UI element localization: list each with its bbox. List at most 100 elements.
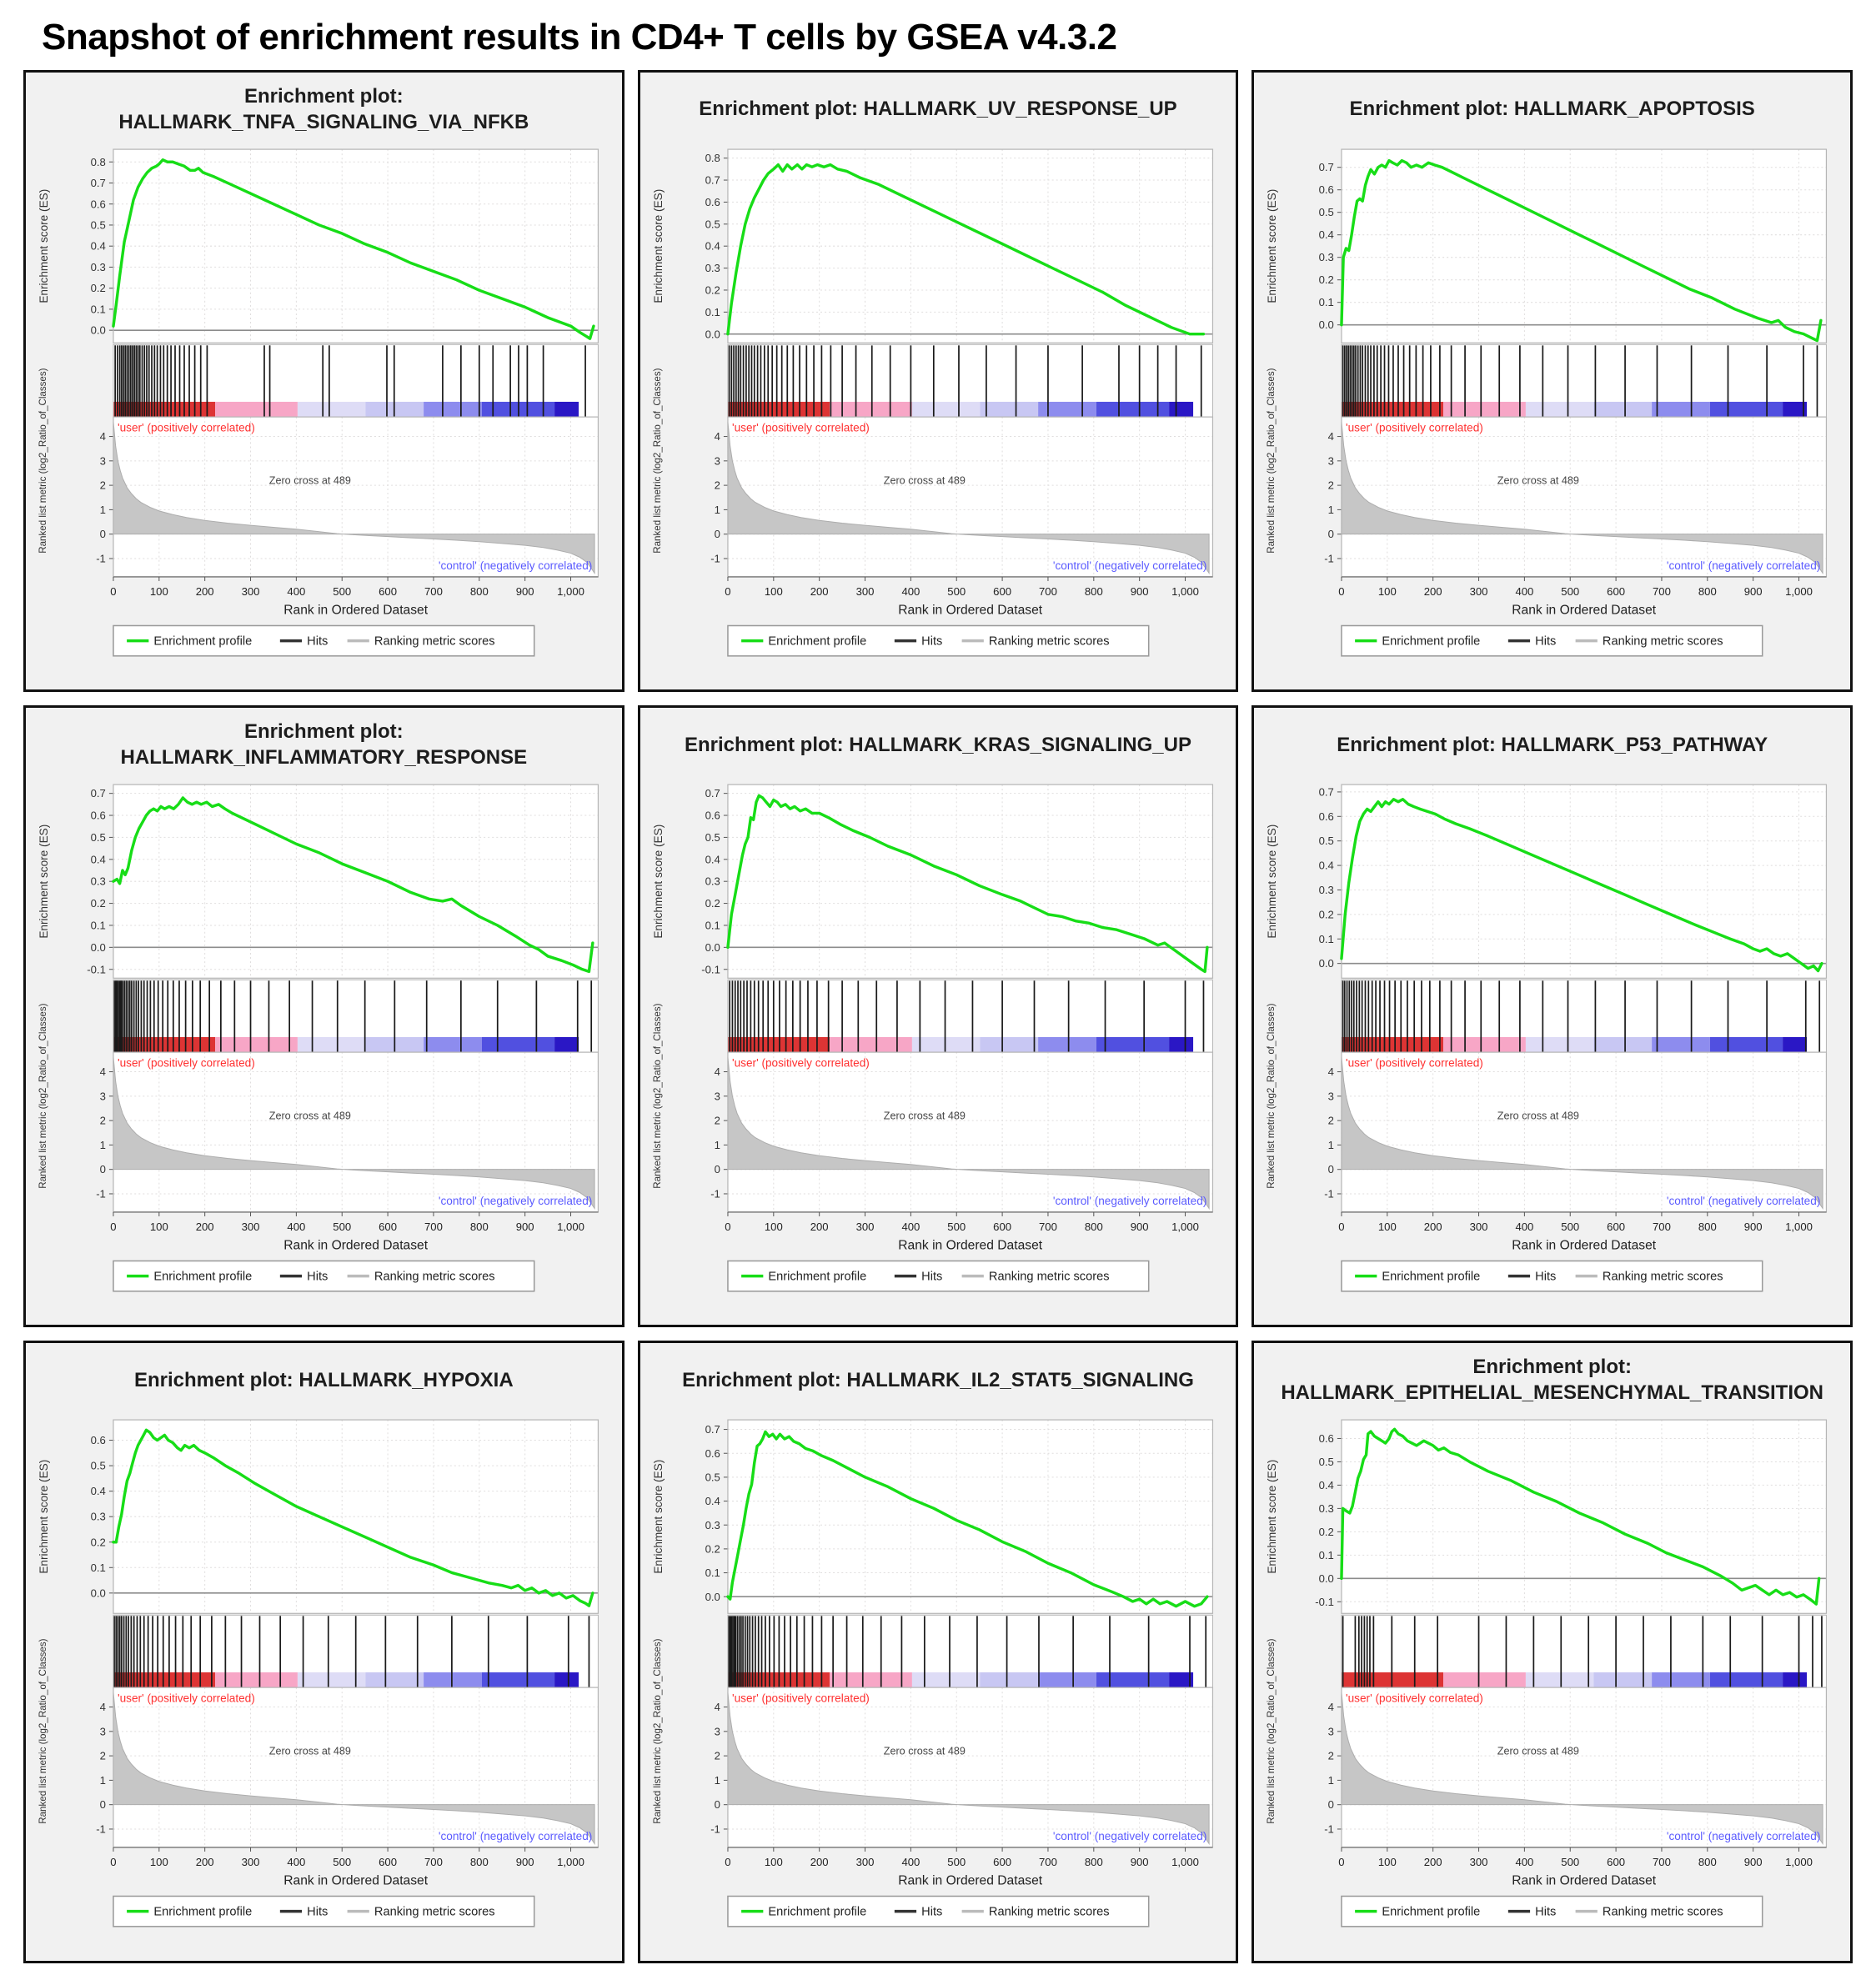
panel-title: Enrichment plot: HALLMARK_TNFA_SIGNALING_… (29, 78, 619, 141)
negatively-correlated-label: 'control' (negatively correlated) (1053, 1830, 1206, 1842)
positively-correlated-label: 'user' (positively correlated) (1346, 1056, 1483, 1069)
legend-label-2: Hits (921, 1271, 942, 1284)
metric-axis-ticks: 4 3 2 1 0 -1 (710, 1701, 728, 1836)
svg-text:400: 400 (287, 1221, 305, 1233)
positively-correlated-label: 'user' (positively correlated) (732, 1056, 870, 1069)
svg-text:400: 400 (1516, 585, 1534, 598)
legend: Enrichment profile Hits Ranking metric sco… (726, 1260, 1150, 1292)
svg-text:0: 0 (1328, 528, 1334, 540)
negatively-correlated-label: 'control' (negatively correlated) (1053, 1195, 1206, 1207)
svg-text:-0.1: -0.1 (701, 963, 720, 975)
svg-text:0: 0 (714, 528, 720, 540)
hits-group (727, 1616, 1206, 1688)
legend: Enrichment profile Hits Ranking metric sco… (1341, 1260, 1763, 1292)
svg-text:200: 200 (196, 1856, 214, 1868)
svg-text:500: 500 (947, 585, 966, 598)
svg-text:0.5: 0.5 (91, 1460, 106, 1472)
es-axis-ticks: 0.7 0.6 0.5 0.4 0.3 0.2 0.1 0.0 -0.1 (701, 787, 728, 975)
svg-text:0.4: 0.4 (705, 240, 720, 253)
panel-title: Enrichment plot: HALLMARK_INFLAMMATORY_RE… (29, 713, 619, 776)
x-axis-label: Rank in Ordered Dataset (283, 1239, 428, 1253)
es-pane-frame (727, 1419, 1213, 1615)
es-axis-label: Enrichment score (ES) (38, 189, 50, 303)
svg-text:100: 100 (765, 1856, 783, 1868)
svg-text:1: 1 (100, 1774, 106, 1787)
zero-cross-label: Zero cross at 489 (883, 1110, 965, 1122)
metric-pane-bg (113, 417, 599, 577)
metric-pane-bg (113, 1052, 599, 1213)
svg-text:900: 900 (1744, 585, 1763, 598)
x-axis: 0 100 200 300 400 500 600 700 800 900 1,000 (725, 1211, 1213, 1233)
es-axis-ticks: 0.8 0.7 0.6 0.5 0.4 0.3 0.2 0.1 0.0 (91, 156, 113, 337)
negatively-correlated-label: 'control' (negatively correlated) (1053, 559, 1206, 572)
svg-text:0.0: 0.0 (1319, 1572, 1334, 1585)
legend: Enrichment profile Hits Ranking metric sco… (726, 624, 1150, 657)
svg-text:4: 4 (100, 1065, 106, 1078)
svg-text:0.6: 0.6 (1319, 183, 1334, 196)
x-axis-label: Rank in Ordered Dataset (898, 1874, 1042, 1888)
svg-text:0.2: 0.2 (91, 1536, 106, 1549)
svg-text:300: 300 (855, 1856, 874, 1868)
es-pane-frame (727, 148, 1213, 343)
svg-text:0.3: 0.3 (91, 1511, 106, 1523)
x-axis-label: Rank in Ordered Dataset (898, 1239, 1042, 1253)
legend-box (726, 1260, 1150, 1292)
svg-text:0: 0 (714, 1799, 720, 1812)
legend: Enrichment profile Hits Ranking metric sco… (113, 624, 535, 657)
es-axis-ticks: 0.6 0.5 0.4 0.3 0.2 0.1 0.0 (91, 1434, 113, 1600)
svg-text:0.5: 0.5 (1319, 1456, 1334, 1468)
svg-text:2: 2 (100, 479, 106, 492)
panel-title: Enrichment plot: HALLMARK_UV_RESPONSE_UP (644, 78, 1233, 141)
legend-label-3: Ranking metric scores (374, 1271, 495, 1284)
svg-text:0.3: 0.3 (705, 875, 720, 888)
svg-text:700: 700 (1653, 1221, 1671, 1233)
panel-title: Enrichment plot: HALLMARK_HYPOXIA (29, 1348, 619, 1411)
enrichment-panel-7: Enrichment plot: HALLMARK_HYPOXIA 0.6 0.5 0… (23, 1341, 624, 1963)
legend-label-3: Ranking metric scores (374, 635, 495, 649)
svg-text:1,000: 1,000 (1785, 585, 1813, 598)
es-axis-ticks: 0.7 0.6 0.5 0.4 0.3 0.2 0.1 0.0 (1319, 161, 1342, 331)
svg-text:700: 700 (1039, 1856, 1057, 1868)
svg-text:0.6: 0.6 (705, 196, 720, 208)
gsea-chart: 0.7 0.6 0.5 0.4 0.3 0.2 0.1 0.0 -0.1 Enrichment s… (38, 784, 599, 1292)
es-gridlines (113, 149, 599, 343)
metric-axis-label: Ranked list metric (log2_Ratio_of_Classe… (652, 1004, 663, 1189)
svg-text:0.1: 0.1 (705, 306, 720, 318)
metric-axis-ticks: 4 3 2 1 0 -1 (96, 1701, 113, 1836)
legend: Enrichment profile Hits Ranking metric sco… (1341, 624, 1763, 657)
svg-text:200: 200 (196, 585, 214, 598)
svg-text:800: 800 (1085, 1221, 1103, 1233)
zero-cross-label: Zero cross at 489 (269, 475, 351, 487)
svg-text:600: 600 (379, 1221, 397, 1233)
svg-text:3: 3 (1328, 1090, 1334, 1103)
svg-text:-1: -1 (96, 1823, 106, 1836)
svg-text:4: 4 (1328, 1065, 1334, 1078)
svg-text:0: 0 (725, 1221, 730, 1233)
svg-text:0.5: 0.5 (91, 831, 106, 844)
legend-label-2: Hits (307, 1271, 328, 1284)
svg-text:3: 3 (1328, 454, 1334, 467)
svg-text:0.4: 0.4 (1319, 228, 1334, 241)
svg-text:0.5: 0.5 (1319, 206, 1334, 218)
enrichment-score-curve (725, 1431, 1209, 1608)
svg-text:0: 0 (100, 1163, 106, 1175)
svg-text:100: 100 (765, 585, 783, 598)
svg-text:0.2: 0.2 (705, 1543, 720, 1556)
svg-text:-1: -1 (710, 553, 720, 565)
svg-text:200: 200 (1424, 1221, 1442, 1233)
svg-text:0.7: 0.7 (705, 174, 720, 187)
legend-label-1: Enrichment profile (153, 635, 252, 649)
svg-text:0.5: 0.5 (705, 831, 720, 844)
svg-text:1: 1 (1328, 1774, 1334, 1787)
legend-label-3: Ranking metric scores (1603, 1271, 1723, 1284)
svg-text:0.3: 0.3 (705, 1519, 720, 1531)
svg-text:200: 200 (196, 1221, 214, 1233)
svg-text:800: 800 (1085, 1856, 1103, 1868)
es-pane-frame (113, 1419, 599, 1615)
svg-text:200: 200 (1424, 1856, 1442, 1868)
enrichment-score-curve (112, 1428, 594, 1608)
svg-text:3: 3 (714, 1726, 720, 1738)
svg-text:700: 700 (1039, 1221, 1057, 1233)
enrichment-score-curve (1340, 1427, 1821, 1607)
svg-text:200: 200 (1424, 585, 1442, 598)
